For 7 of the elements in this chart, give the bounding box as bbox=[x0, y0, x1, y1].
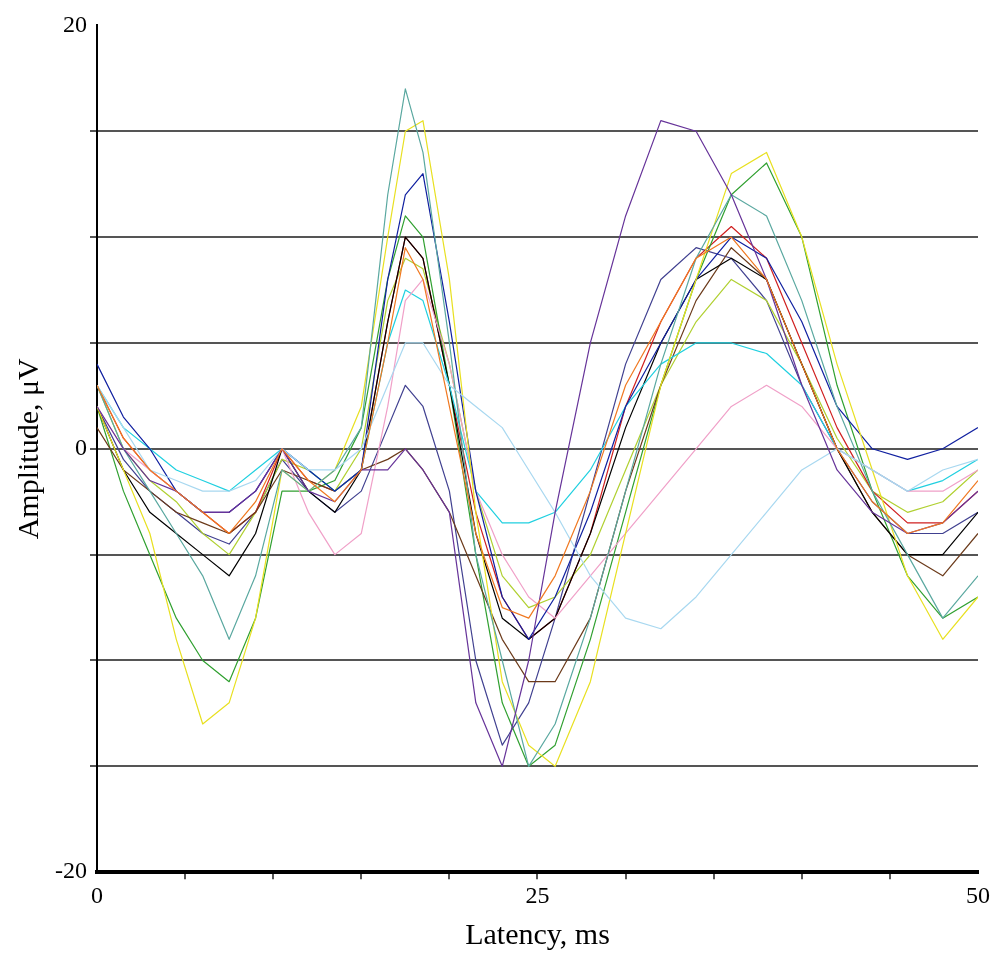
y-tick-label: 20 bbox=[62, 10, 87, 37]
x-tick-label: 50 bbox=[966, 881, 990, 908]
x-tick-label: 25 bbox=[525, 881, 550, 908]
y-tick-label: 0 bbox=[74, 434, 87, 461]
x-axis-title: Latency, ms bbox=[465, 916, 610, 950]
y-tick-label: -20 bbox=[54, 857, 87, 884]
y-axis-title: Amplitude, μV bbox=[10, 357, 44, 540]
